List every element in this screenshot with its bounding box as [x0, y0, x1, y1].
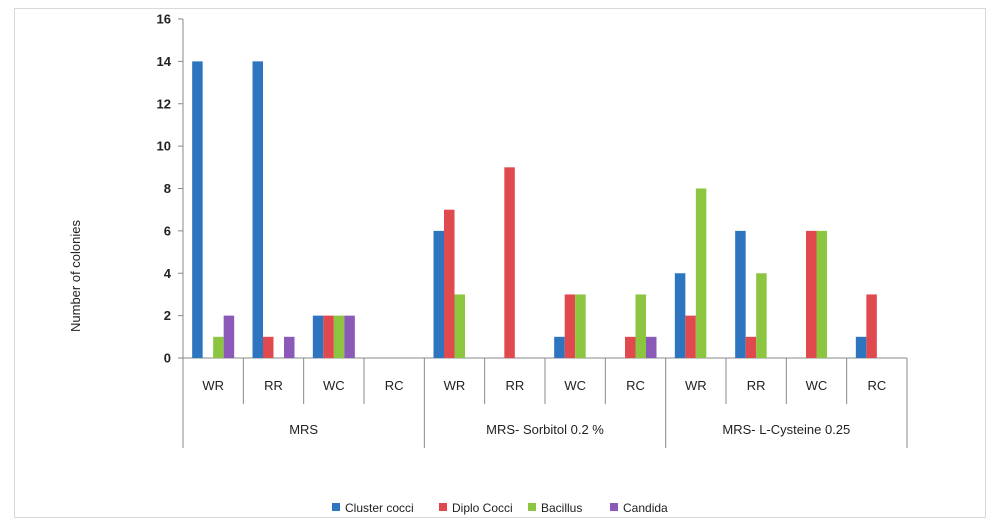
bar	[554, 336, 565, 358]
y-tick-label: 14	[157, 54, 172, 69]
category-label: WR	[444, 378, 466, 393]
y-tick-label: 2	[164, 308, 171, 323]
group-label: MRS- L-Cysteine 0.25	[722, 422, 850, 437]
chart-frame	[14, 8, 986, 518]
group-label: MRS- Sorbitol 0.2 %	[486, 422, 604, 437]
bar	[866, 294, 877, 358]
category-label: RC	[626, 378, 645, 393]
bar	[806, 230, 817, 358]
y-tick-label: 0	[164, 351, 171, 366]
bar	[284, 336, 295, 358]
category-label: WC	[564, 378, 586, 393]
bar	[635, 294, 646, 358]
category-label: RC	[385, 378, 404, 393]
bar	[333, 315, 345, 358]
bar	[735, 230, 746, 358]
legend-swatch	[528, 503, 536, 511]
bar	[504, 167, 515, 358]
bar	[855, 336, 867, 358]
bar	[312, 315, 324, 358]
category-label: RR	[505, 378, 524, 393]
group-label: MRS	[289, 422, 318, 437]
bar	[192, 61, 203, 358]
legend-label: Candida	[623, 501, 668, 515]
bar	[745, 336, 757, 358]
legend-label: Diplo Cocci	[452, 501, 513, 515]
bar	[625, 336, 636, 358]
bar	[323, 315, 334, 358]
bar	[575, 294, 586, 358]
category-label: WC	[806, 378, 828, 393]
bar	[674, 273, 686, 358]
category-label: RR	[264, 378, 283, 393]
category-label: WR	[202, 378, 224, 393]
bar	[564, 294, 576, 358]
category-label: RC	[867, 378, 886, 393]
bar	[444, 209, 455, 358]
bar	[816, 230, 827, 358]
category-label: WR	[685, 378, 707, 393]
bar	[433, 230, 444, 358]
bar	[213, 336, 224, 358]
y-tick-label: 16	[157, 12, 171, 27]
bar	[263, 336, 274, 358]
bar	[223, 315, 235, 358]
legend-swatch	[439, 503, 447, 511]
category-label: WC	[323, 378, 345, 393]
y-tick-label: 8	[164, 181, 171, 196]
bar	[756, 273, 767, 358]
legend-label: Cluster cocci	[345, 501, 414, 515]
legend-swatch	[332, 503, 340, 511]
bar	[646, 336, 657, 358]
bars	[192, 61, 877, 358]
bar	[454, 294, 465, 358]
legend-swatch	[610, 503, 618, 511]
legend-label: Bacillus	[541, 501, 582, 515]
labels: 0 2 4 6 8 10 12 14 16 WR RR WC RC WR RR WC RC WR RR WC RC MRS…	[157, 12, 887, 438]
y-tick-label: 6	[164, 223, 171, 238]
legend: Cluster cocci Diplo Cocci Bacillus Candida	[332, 501, 668, 515]
y-tick-label: 12	[157, 96, 171, 111]
y-axis-label: Number of colonies	[68, 220, 83, 332]
bar	[252, 61, 263, 358]
bar	[695, 188, 707, 358]
category-label: RR	[747, 378, 766, 393]
bar	[685, 315, 696, 358]
axes	[178, 18, 908, 448]
y-tick-label: 4	[164, 266, 172, 281]
y-tick-label: 10	[157, 139, 171, 154]
bar	[344, 315, 355, 358]
